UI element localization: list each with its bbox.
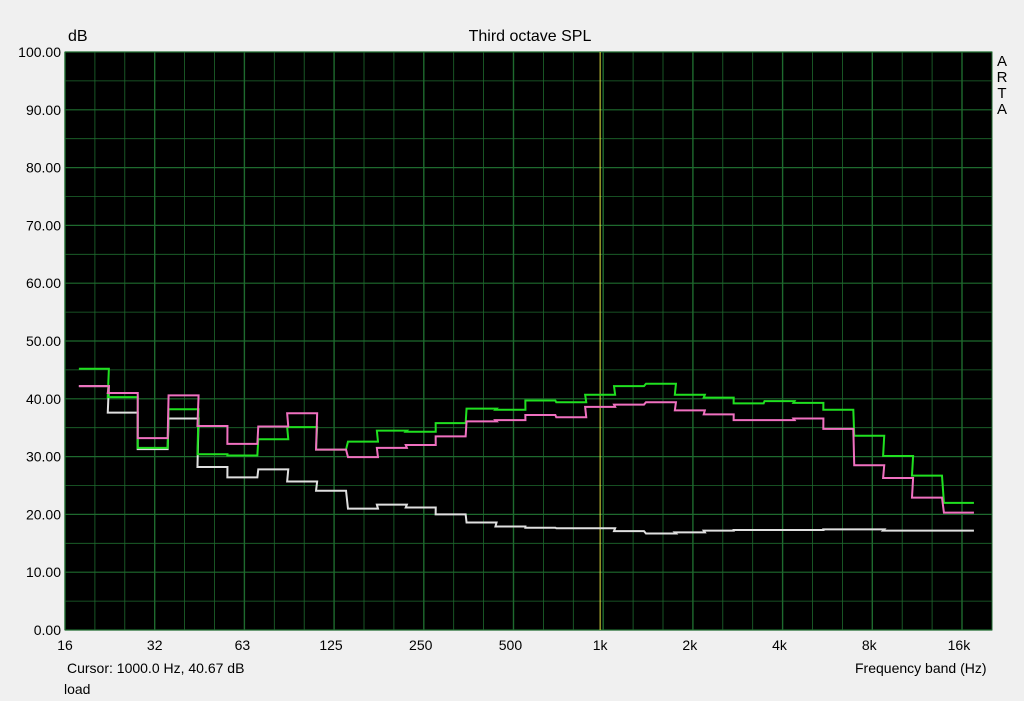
- series-line-2: [78, 385, 974, 514]
- mode-label: load: [64, 681, 91, 697]
- y-tick-label: 20.00: [26, 506, 61, 522]
- y-tick-label: 10.00: [26, 564, 61, 580]
- x-tick-label: 8k: [862, 637, 878, 653]
- y-tick-label: 40.00: [26, 391, 61, 407]
- x-tick-label: 16: [57, 637, 73, 653]
- x-tick-label: 4k: [772, 637, 788, 653]
- watermark-letter: R: [997, 69, 1008, 86]
- y-tick-label: 80.00: [26, 160, 61, 176]
- x-tick-label: 1k: [593, 637, 609, 653]
- y-tick-label: 70.00: [26, 217, 61, 233]
- series-line-0: [78, 385, 974, 535]
- x-tick-label: 250: [409, 637, 433, 653]
- y-tick-label: 90.00: [26, 102, 61, 118]
- x-tick-label: 500: [499, 637, 523, 653]
- x-tick-label: 63: [235, 637, 251, 653]
- y-tick-label: 100.00: [18, 44, 61, 60]
- x-tick-label: 125: [319, 637, 343, 653]
- y-tick-label: 50.00: [26, 333, 61, 349]
- x-tick-label: 2k: [682, 637, 698, 653]
- x-tick-label: 16k: [948, 637, 972, 653]
- x-axis-label: Frequency band (Hz): [855, 660, 987, 676]
- y-tick-label: 60.00: [26, 275, 61, 291]
- watermark-letter: T: [997, 85, 1006, 102]
- watermark-letter: A: [997, 101, 1007, 118]
- cursor-readout: Cursor: 1000.0 Hz, 40.67 dB: [67, 660, 245, 676]
- x-tick-label: 32: [147, 637, 163, 653]
- series-line-1: [78, 367, 974, 504]
- y-tick-label: 30.00: [26, 449, 61, 465]
- chart-title: Third octave SPL: [468, 28, 592, 45]
- watermark-letter: A: [997, 53, 1007, 70]
- y-tick-label: 0.00: [34, 622, 61, 638]
- y-axis-label: dB: [68, 28, 88, 45]
